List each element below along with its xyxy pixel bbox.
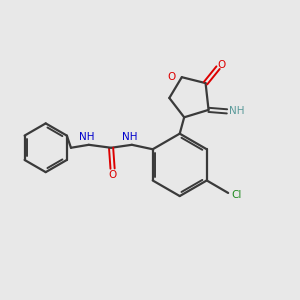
Text: NH: NH (122, 132, 137, 142)
Text: NH: NH (79, 132, 94, 142)
Text: NH: NH (230, 106, 245, 116)
Text: O: O (217, 60, 225, 70)
Text: Cl: Cl (231, 190, 242, 200)
Text: O: O (108, 170, 117, 180)
Text: O: O (167, 72, 175, 82)
